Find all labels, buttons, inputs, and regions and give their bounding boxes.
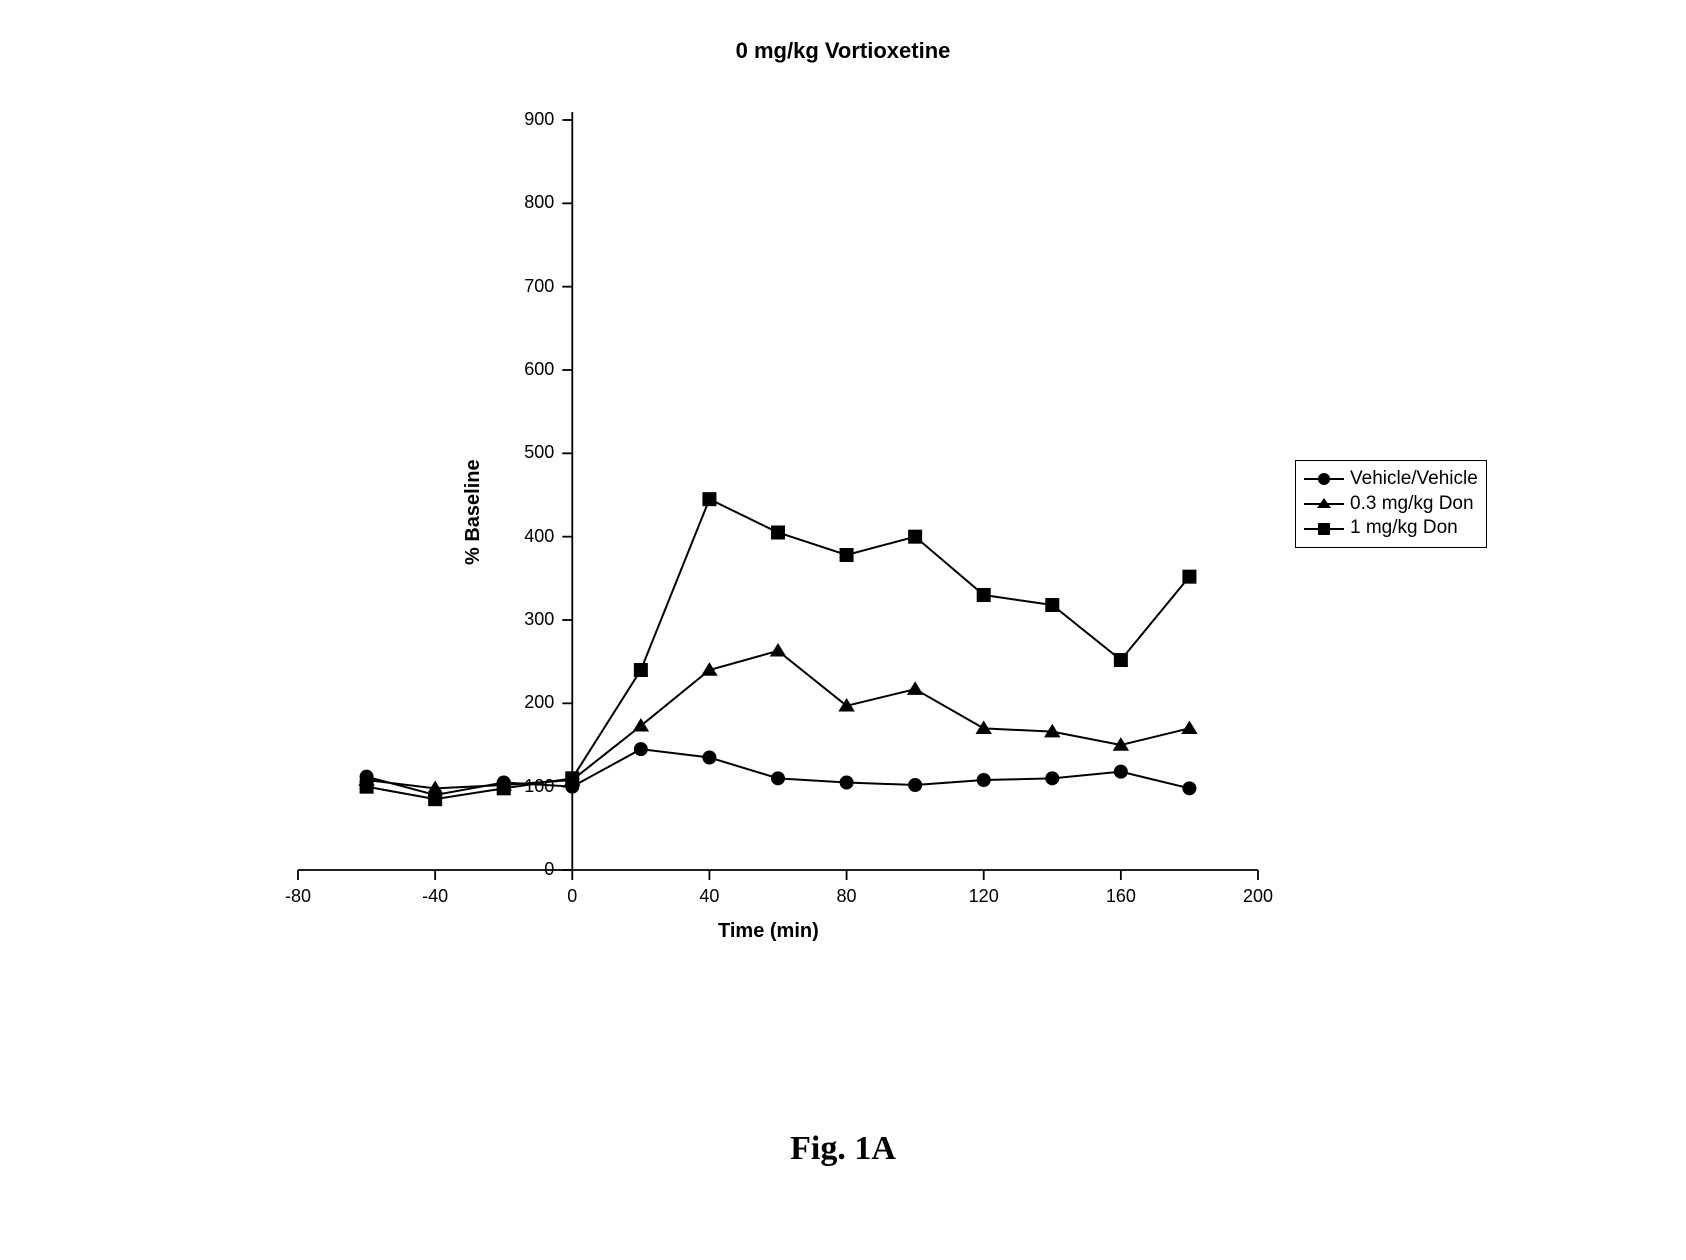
y-tick-label: 700 (502, 276, 554, 297)
y-tick-label: 900 (502, 109, 554, 130)
x-tick-label: -40 (405, 886, 465, 907)
legend-item: Vehicle/Vehicle (1304, 467, 1478, 492)
x-axis-label: Time (min) (718, 920, 819, 943)
legend-item: 0.3 mg/kg Don (1304, 492, 1478, 517)
y-tick-label: 500 (502, 442, 554, 463)
legend-label: Vehicle/Vehicle (1350, 467, 1478, 492)
y-tick-label: 200 (502, 692, 554, 713)
x-tick-label: 80 (817, 886, 877, 907)
figure-caption: Fig. 1A (0, 1130, 1686, 1168)
y-tick-label: 800 (502, 192, 554, 213)
y-tick-label: 400 (502, 526, 554, 547)
x-tick-label: 160 (1091, 886, 1151, 907)
y-tick-label: 0 (502, 859, 554, 880)
x-tick-label: 200 (1228, 886, 1288, 907)
y-tick-label: 600 (502, 359, 554, 380)
y-tick-label: 100 (502, 776, 554, 797)
page: 0 mg/kg Vortioxetine % Baseline Time (mi… (0, 0, 1686, 1260)
legend-label: 1 mg/kg Don (1350, 516, 1458, 541)
x-tick-label: 0 (542, 886, 602, 907)
x-tick-label: -80 (268, 886, 328, 907)
legend-item: 1 mg/kg Don (1304, 516, 1478, 541)
legend: Vehicle/Vehicle0.3 mg/kg Don1 mg/kg Don (1295, 460, 1487, 548)
x-tick-label: 120 (954, 886, 1014, 907)
chart-plot (0, 0, 1686, 1260)
y-tick-label: 300 (502, 609, 554, 630)
y-axis-label: % Baseline (462, 459, 485, 565)
legend-label: 0.3 mg/kg Don (1350, 492, 1474, 517)
series-line (367, 651, 1190, 789)
x-tick-label: 40 (679, 886, 739, 907)
